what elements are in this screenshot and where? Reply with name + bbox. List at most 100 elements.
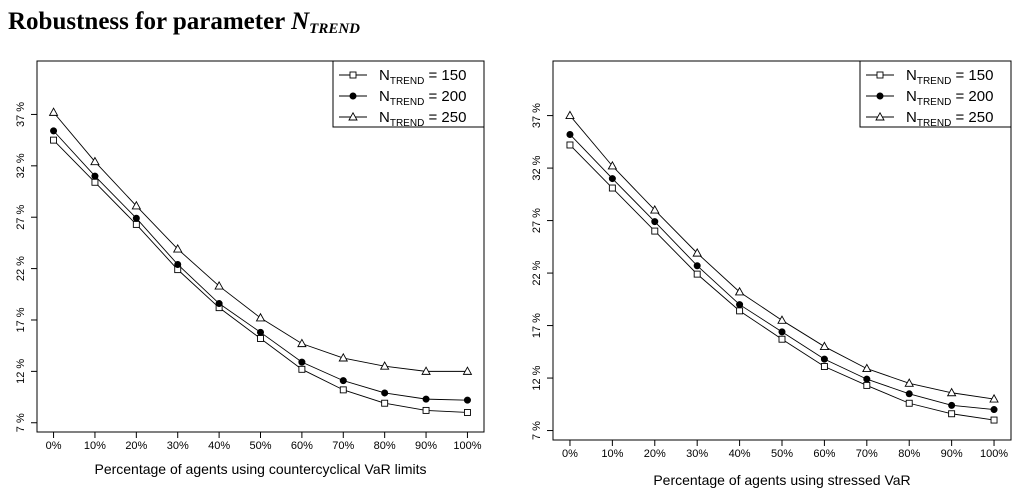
data-point bbox=[298, 358, 306, 366]
data-point bbox=[379, 361, 390, 370]
page-title: Robustness for parameter NTREND bbox=[8, 8, 360, 37]
y-tick-label: 37 % bbox=[531, 103, 543, 128]
series-150 bbox=[566, 141, 998, 424]
data-point bbox=[948, 410, 956, 418]
data-point bbox=[905, 390, 913, 398]
y-tick-label: 7 % bbox=[531, 421, 543, 440]
legend-box bbox=[859, 60, 1012, 128]
legend-label: NTREND = 250 bbox=[379, 109, 466, 129]
series-150 bbox=[50, 136, 471, 416]
legend-marker bbox=[876, 71, 884, 79]
data-point bbox=[693, 270, 701, 278]
data-point bbox=[946, 387, 957, 397]
data-point bbox=[989, 393, 999, 403]
x-tick-label: 60% bbox=[291, 440, 313, 452]
data-point bbox=[651, 218, 659, 226]
data-point bbox=[566, 130, 574, 138]
y-tick-label: 7 % bbox=[15, 413, 27, 432]
y-tick-label: 32 % bbox=[531, 155, 543, 180]
x-tick-label: 30% bbox=[167, 440, 189, 452]
x-tick-label: 70% bbox=[856, 448, 878, 460]
data-point bbox=[990, 416, 998, 424]
legend-label: NTREND = 150 bbox=[379, 67, 466, 87]
data-point bbox=[214, 280, 224, 290]
data-point bbox=[736, 301, 744, 309]
series-line-250 bbox=[569, 115, 995, 400]
data-point bbox=[862, 363, 872, 373]
x-tick-label: 0% bbox=[562, 448, 578, 460]
data-point bbox=[778, 335, 786, 343]
y-tick-label: 37 % bbox=[15, 102, 27, 127]
data-point bbox=[565, 110, 575, 120]
data-point bbox=[339, 377, 347, 385]
data-point bbox=[650, 204, 660, 214]
x-tick-label: 50% bbox=[249, 440, 271, 452]
data-point bbox=[863, 375, 871, 383]
data-point bbox=[736, 307, 744, 315]
title-subscript: TREND bbox=[309, 21, 360, 37]
x-tick-label: 20% bbox=[644, 448, 666, 460]
y-tick-label: 27 % bbox=[15, 204, 27, 229]
data-point bbox=[297, 338, 307, 348]
legend-label: NTREND = 200 bbox=[906, 88, 993, 108]
x-tick-label: 0% bbox=[46, 440, 62, 452]
data-point bbox=[132, 214, 140, 222]
data-point bbox=[566, 141, 574, 149]
x-axis-label: Percentage of agents using countercyclic… bbox=[94, 461, 426, 477]
series-250 bbox=[565, 110, 999, 403]
x-tick-label: 40% bbox=[729, 448, 751, 460]
legend-label: NTREND = 250 bbox=[906, 109, 993, 129]
y-tick-label: 32 % bbox=[15, 153, 27, 178]
series-line-200 bbox=[569, 134, 995, 411]
data-point bbox=[256, 328, 264, 336]
legend-marker bbox=[876, 92, 884, 100]
data-point bbox=[608, 184, 616, 192]
x-tick-label: 90% bbox=[415, 440, 437, 452]
data-point bbox=[692, 247, 702, 257]
legend-box bbox=[332, 60, 485, 128]
legend-label: NTREND = 150 bbox=[906, 67, 993, 87]
data-point bbox=[990, 406, 998, 414]
data-point bbox=[131, 200, 142, 210]
title-symbol: N bbox=[291, 8, 310, 35]
data-point bbox=[863, 381, 871, 389]
data-point bbox=[50, 136, 58, 144]
data-point bbox=[422, 406, 430, 414]
x-tick-label: 20% bbox=[125, 440, 147, 452]
y-tick-label: 22 % bbox=[15, 256, 27, 281]
data-point bbox=[463, 396, 471, 404]
x-tick-label: 90% bbox=[941, 448, 963, 460]
x-tick-label: 100% bbox=[453, 440, 481, 452]
x-tick-label: 80% bbox=[898, 448, 920, 460]
data-point bbox=[50, 127, 58, 135]
title-prefix: Robustness for parameter bbox=[8, 8, 292, 35]
data-point bbox=[215, 300, 223, 308]
data-point bbox=[462, 366, 473, 375]
data-point bbox=[651, 227, 659, 235]
y-tick-label: 27 % bbox=[531, 208, 543, 233]
x-tick-label: 10% bbox=[84, 440, 106, 452]
x-tick-label: 70% bbox=[332, 440, 354, 452]
legend-marker bbox=[349, 92, 357, 100]
y-tick-label: 17 % bbox=[15, 307, 27, 332]
data-point bbox=[905, 399, 913, 407]
data-point bbox=[338, 352, 349, 362]
x-tick-label: 30% bbox=[686, 448, 708, 460]
data-point bbox=[463, 409, 471, 416]
data-point bbox=[422, 395, 430, 403]
x-tick-label: 50% bbox=[771, 448, 793, 460]
data-point bbox=[174, 260, 182, 268]
series-250 bbox=[48, 107, 473, 375]
data-point bbox=[820, 355, 828, 363]
legend-marker bbox=[348, 111, 358, 121]
x-tick-label: 60% bbox=[813, 448, 835, 460]
data-point bbox=[339, 386, 347, 394]
y-tick-label: 17 % bbox=[531, 313, 543, 338]
data-point bbox=[172, 243, 183, 253]
x-tick-label: 80% bbox=[374, 440, 396, 452]
data-point bbox=[948, 401, 956, 409]
data-point bbox=[381, 389, 389, 397]
y-tick-label: 22 % bbox=[531, 260, 543, 285]
